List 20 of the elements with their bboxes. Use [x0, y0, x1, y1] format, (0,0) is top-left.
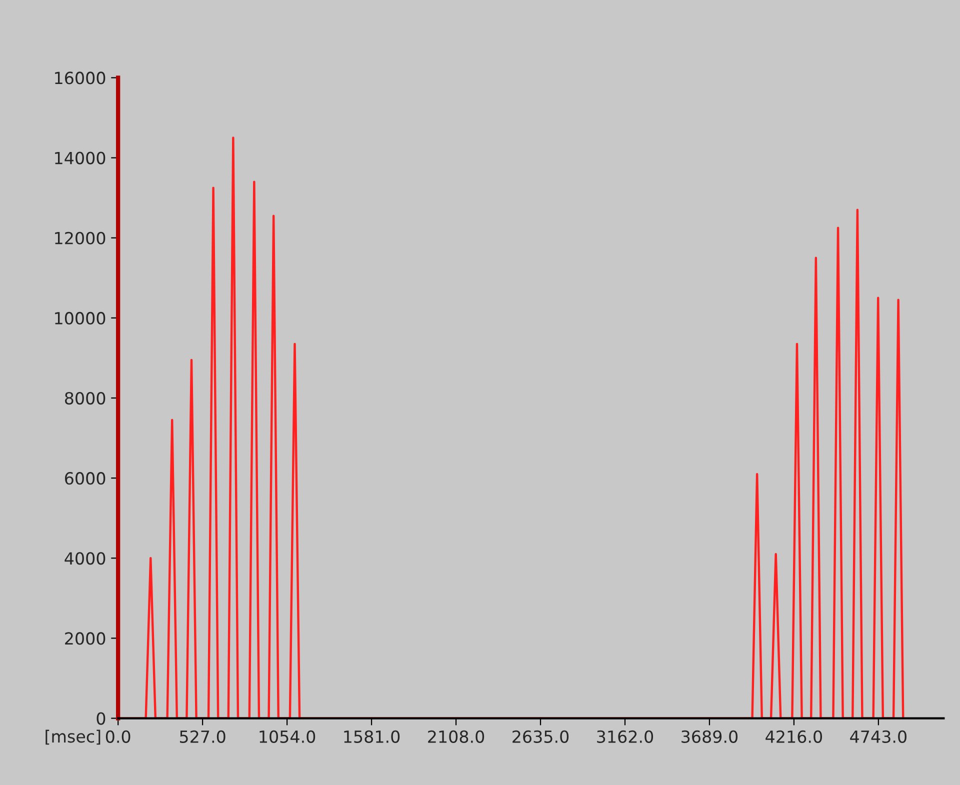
x-tick-label: 2108.0 [428, 730, 484, 743]
x-tick-label: 2635.0 [512, 730, 569, 743]
x-tick-label: 527.0 [180, 730, 226, 743]
x-axis-title: [msec] [46, 730, 100, 745]
x-tick-label: 0.0 [106, 730, 130, 743]
x-tick-label: 4743.0 [850, 730, 906, 743]
y-tick-label: 16000 [55, 72, 106, 84]
y-tick-label: 2000 [65, 632, 106, 645]
x-tick-label: 3689.0 [682, 730, 738, 743]
y-tick-label: 10000 [55, 312, 106, 324]
y-tick-label: 4000 [64, 552, 106, 565]
y-tick-label: 12000 [55, 232, 106, 244]
x-tick-label: 3162.0 [597, 730, 654, 743]
x-tick-label: 1054.0 [260, 730, 316, 743]
y-tick-label: 0 [96, 712, 106, 725]
x-tick-label: 1581.0 [344, 730, 400, 743]
y-tick-label: 8000 [64, 392, 106, 405]
x-tick-label: 4216.0 [766, 730, 822, 743]
y-tick-label: 6000 [65, 472, 106, 485]
y-tick-label: 14000 [55, 152, 106, 164]
